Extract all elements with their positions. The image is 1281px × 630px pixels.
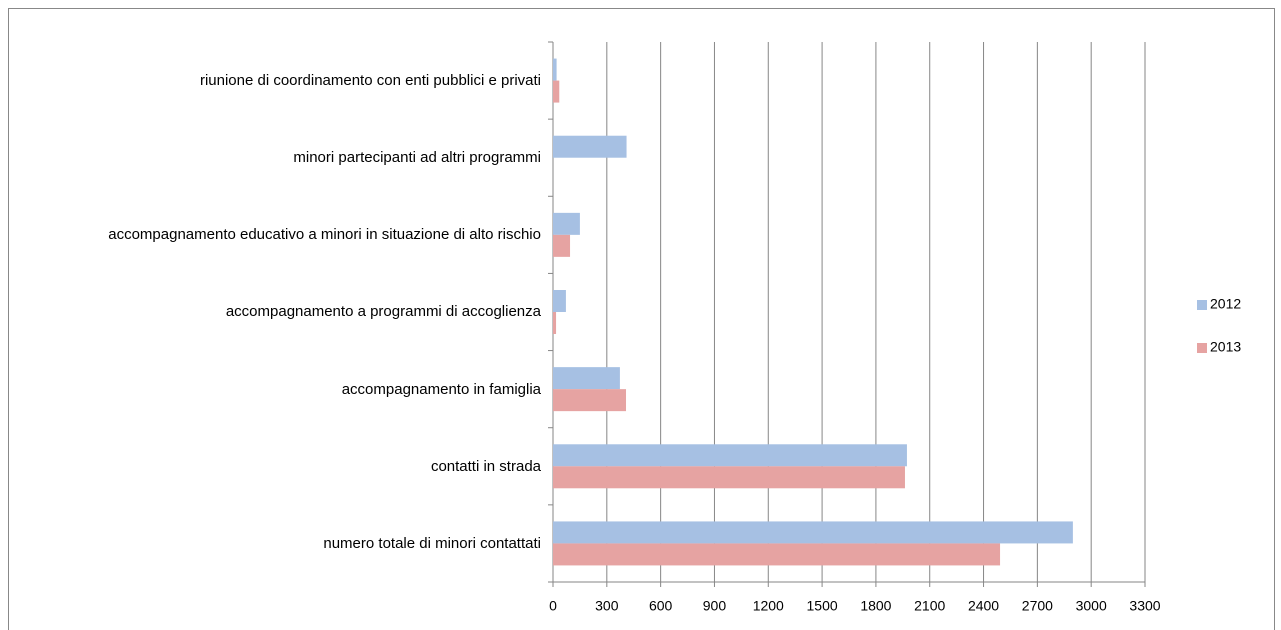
- x-tick-label: 3300: [1129, 598, 1160, 614]
- bar: [553, 58, 557, 81]
- y-tick-label: accompagnamento in famiglia: [341, 380, 541, 398]
- y-tick-label: numero totale di minori contattati: [323, 534, 541, 552]
- bar: [553, 312, 557, 334]
- legend-swatch: [1197, 300, 1207, 310]
- x-tick-label: 1800: [860, 598, 891, 614]
- x-tick-label: 600: [649, 598, 673, 614]
- bar: [553, 234, 571, 257]
- y-tick-label: accompagnamento a programmi di accoglien…: [225, 303, 541, 321]
- legend-label: 2012: [1210, 296, 1241, 312]
- bar: [553, 367, 620, 390]
- y-tick-label: minori partecipanti ad altri programmi: [293, 149, 541, 167]
- bar: [553, 135, 627, 158]
- legend-swatch: [1197, 343, 1207, 353]
- x-tick-label: 2100: [914, 598, 945, 614]
- x-tick-label: 1200: [753, 598, 784, 614]
- bar: [553, 521, 1073, 544]
- bar: [553, 444, 907, 467]
- x-tick-label: 900: [703, 598, 727, 614]
- x-tick-label: 0: [549, 598, 557, 614]
- bar: [553, 80, 560, 103]
- y-tick-label: riunione di coordinamento con enti pubbl…: [199, 72, 541, 90]
- bar: [553, 212, 580, 235]
- chart-frame: [8, 8, 1275, 630]
- y-tick-label: accompagnamento educativo a minori in si…: [108, 226, 541, 244]
- x-tick-label: 1500: [807, 598, 838, 614]
- bar: [553, 466, 905, 489]
- bar: [553, 543, 1001, 566]
- bar: [553, 290, 566, 312]
- x-tick-label: 300: [595, 598, 619, 614]
- x-tick-label: 2400: [968, 598, 999, 614]
- bar: [553, 389, 627, 412]
- y-tick-label: contatti in strada: [430, 457, 541, 475]
- legend-label: 2013: [1210, 339, 1241, 355]
- x-tick-label: 2700: [1022, 598, 1053, 614]
- x-tick-label: 3000: [1076, 598, 1107, 614]
